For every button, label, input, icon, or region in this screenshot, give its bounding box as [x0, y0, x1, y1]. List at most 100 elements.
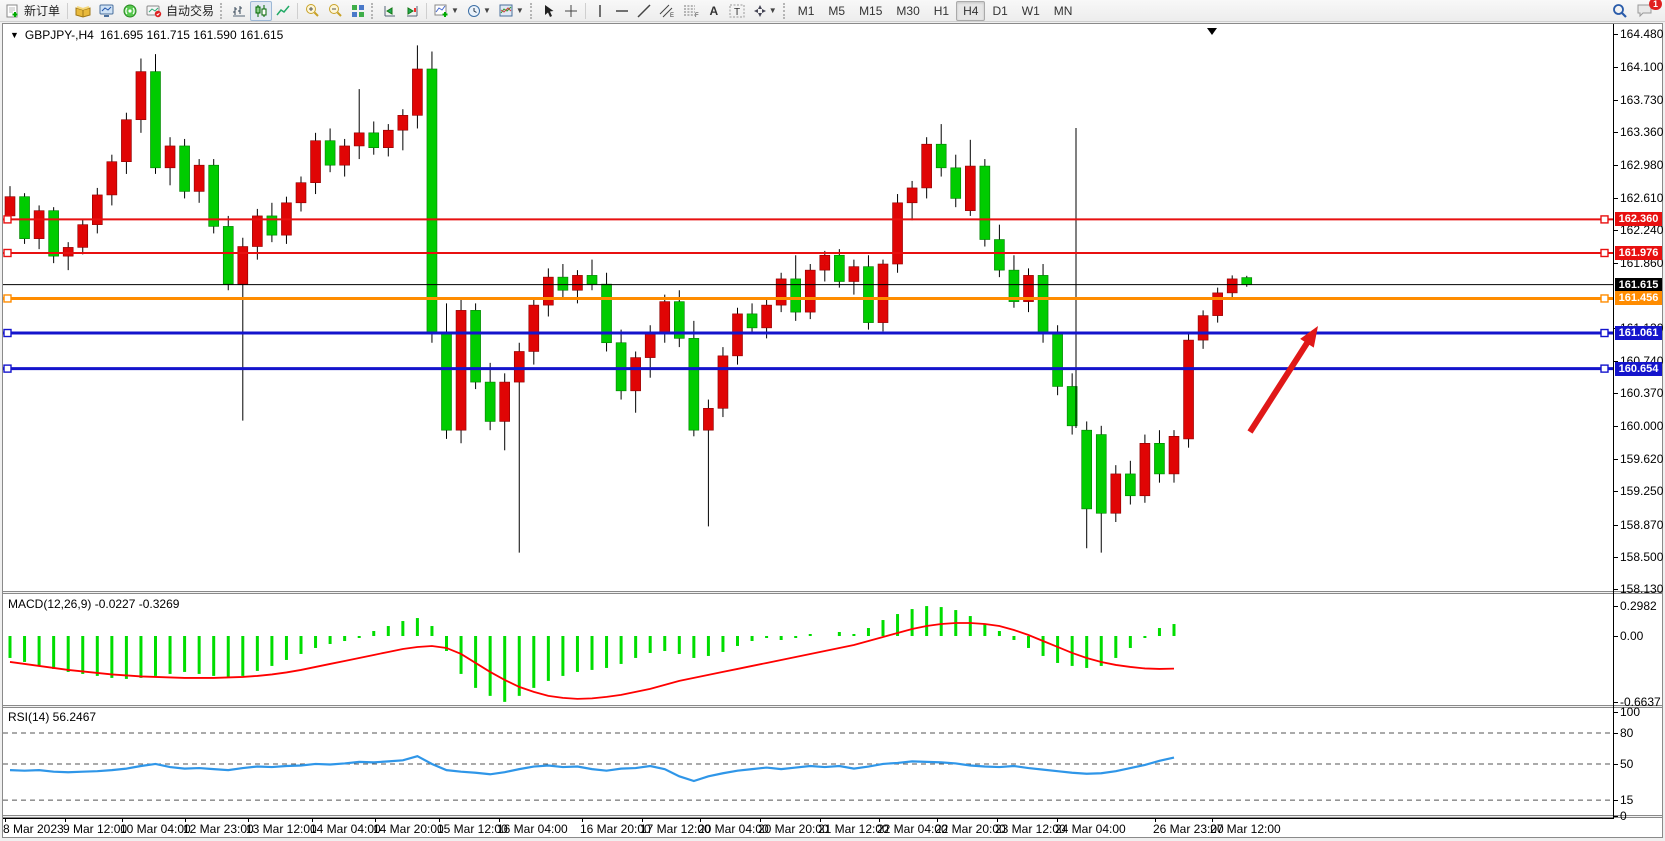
time-axis-tick: [1212, 818, 1213, 822]
time-axis-label[interactable]: 10 Mar 04:00: [120, 822, 191, 836]
time-axis-label[interactable]: 22 Mar 04:00: [877, 822, 948, 836]
price-axis-label: 160.000: [1620, 418, 1664, 433]
search-button[interactable]: [1608, 1, 1632, 21]
time-axis-label[interactable]: 16 Mar 04:00: [497, 822, 568, 836]
macd-axis-tick: [1614, 702, 1618, 704]
timeframe-h4-button[interactable]: H4: [956, 0, 986, 21]
time-axis-label[interactable]: 20 Mar 04:00: [698, 822, 769, 836]
autotrading-label: 自动交易: [166, 4, 215, 18]
price-axis-tick: [1614, 425, 1618, 427]
toolbar-drag-handle[interactable]: [529, 2, 536, 19]
text-button[interactable]: A: [703, 1, 725, 21]
metaeditor-button[interactable]: [71, 1, 95, 21]
toolbar-drag-handle[interactable]: [371, 2, 377, 19]
vertical-line-button[interactable]: [589, 1, 611, 21]
chart-autoscroll-icon: [405, 4, 419, 18]
equidistant-channel-button[interactable]: E: [655, 1, 679, 21]
timeframe-m1-button[interactable]: M1: [797, 3, 815, 18]
timeframe-h1-button[interactable]: H1: [933, 3, 950, 18]
time-axis-label[interactable]: 21 Mar 12:00: [818, 822, 889, 836]
time-axis-label[interactable]: 26 Mar 23:00: [1153, 822, 1224, 836]
trendline-button[interactable]: [633, 1, 655, 21]
price-tag-label[interactable]: 162.360: [1615, 212, 1662, 227]
chart-shift-button[interactable]: [379, 1, 401, 21]
timeframe-d1-button[interactable]: D1: [992, 3, 1008, 18]
price-tag-label[interactable]: 161.061: [1615, 326, 1662, 341]
time-axis-label[interactable]: 13 Mar 12:00: [246, 822, 317, 836]
price-axis-label: 159.250: [1620, 484, 1664, 499]
time-axis-label[interactable]: 15 Mar 12:00: [437, 822, 508, 836]
price-axis-label: 163.360: [1620, 124, 1664, 139]
toolbar-drag-handle[interactable]: [782, 2, 789, 19]
rsi-pane-separator[interactable]: [3, 705, 1662, 708]
time-axis-label[interactable]: 20 Mar 20:00: [758, 822, 829, 836]
cursor-button[interactable]: [538, 1, 560, 21]
candlestick-chart-button[interactable]: [250, 0, 273, 21]
tile-windows-icon: [351, 4, 365, 18]
symbol-title: GBPJPY-,H4: [24, 28, 94, 42]
price-tag-label[interactable]: 161.615: [1615, 277, 1662, 292]
time-axis-tick: [1057, 818, 1058, 822]
time-axis-label[interactable]: 12 Mar 23:00: [183, 822, 254, 836]
line-chart-button[interactable]: [272, 1, 294, 21]
tile-windows-button[interactable]: [347, 1, 369, 21]
time-axis-tick: [1155, 818, 1156, 822]
cursor-icon: [542, 4, 555, 18]
text-label-button[interactable]: T: [725, 1, 749, 21]
chart-title[interactable]: ▼ GBPJPY-,H4 161.695 161.715 161.590 161…: [10, 28, 283, 42]
templates-button[interactable]: ▼: [495, 1, 528, 21]
fibonacci-icon: F: [683, 4, 699, 18]
price-tag-label[interactable]: 161.976: [1615, 245, 1662, 260]
time-axis-label[interactable]: 24 Mar 04:00: [1055, 822, 1126, 836]
horizontal-line-button[interactable]: [611, 1, 633, 21]
new-order-button[interactable]: 新订单: [2, 1, 64, 21]
time-axis-tick: [997, 818, 998, 822]
time-axis-label[interactable]: 14 Mar 04:00: [310, 822, 381, 836]
time-axis-label[interactable]: 16 Mar 20:00: [580, 822, 651, 836]
chart-autoscroll-button[interactable]: [401, 1, 423, 21]
time-axis-label[interactable]: 27 Mar 12:00: [1210, 822, 1281, 836]
time-axis-label[interactable]: 14 Mar 20:00: [373, 822, 444, 836]
time-axis-tick: [582, 818, 583, 822]
timeframe-m5-button[interactable]: M5: [828, 3, 846, 18]
macd-axis-label: 0.00: [1620, 629, 1644, 643]
timeframe-m30-button[interactable]: M30: [896, 3, 920, 18]
time-axis-tick: [65, 818, 66, 822]
indicators-add-icon: [434, 4, 449, 18]
price-tag-label[interactable]: 160.654: [1615, 361, 1662, 376]
time-axis-label[interactable]: 9 Mar 12:00: [63, 822, 128, 836]
price-axis-tick: [1614, 524, 1618, 526]
time-axis-label[interactable]: 22 Mar 20:00: [935, 822, 1006, 836]
timeframe-button-group: M1 M5 M15 M30 H1 H4 D1 W1 MN: [791, 0, 1080, 21]
chart-menu-arrow-icon[interactable]: ▼: [10, 30, 19, 40]
svg-text:T: T: [734, 7, 740, 18]
terminal-button[interactable]: [95, 1, 119, 21]
fibonacci-button[interactable]: F: [679, 1, 703, 21]
periods-button[interactable]: ▼: [463, 1, 495, 21]
timeframe-m15-button[interactable]: M15: [859, 3, 883, 18]
time-axis-label[interactable]: 17 Mar 12:00: [640, 822, 711, 836]
arrows-button[interactable]: ▼: [749, 1, 781, 21]
zoom-in-button[interactable]: [301, 1, 324, 21]
time-axis-label[interactable]: 8 Mar 2023: [3, 822, 64, 836]
timeframe-mn-button[interactable]: MN: [1053, 3, 1073, 18]
time-axis-tick: [499, 818, 500, 822]
price-axis-label: 158.500: [1620, 549, 1664, 564]
timeframe-w1-button[interactable]: W1: [1021, 3, 1040, 18]
macd-pane-separator[interactable]: [3, 591, 1662, 594]
bar-chart-button[interactable]: [228, 1, 250, 21]
zoom-out-button[interactable]: [324, 1, 347, 21]
price-axis-border: [1613, 24, 1614, 818]
trendline-icon: [637, 3, 651, 18]
indicators-button[interactable]: ▼: [430, 1, 463, 21]
autotrading-button[interactable]: 自动交易: [142, 1, 218, 21]
signals-button[interactable]: [119, 1, 142, 21]
price-tag-label[interactable]: 161.456: [1615, 291, 1662, 306]
price-axis-label: 162.610: [1620, 190, 1664, 205]
time-axis-label[interactable]: 23 Mar 12:00: [995, 822, 1066, 836]
notifications-button[interactable]: 1: [1632, 0, 1662, 21]
vertical-line-icon: [594, 4, 606, 18]
terminal-icon: [99, 4, 115, 18]
crosshair-button[interactable]: [560, 1, 582, 21]
toolbar-drag-handle[interactable]: [220, 2, 226, 19]
